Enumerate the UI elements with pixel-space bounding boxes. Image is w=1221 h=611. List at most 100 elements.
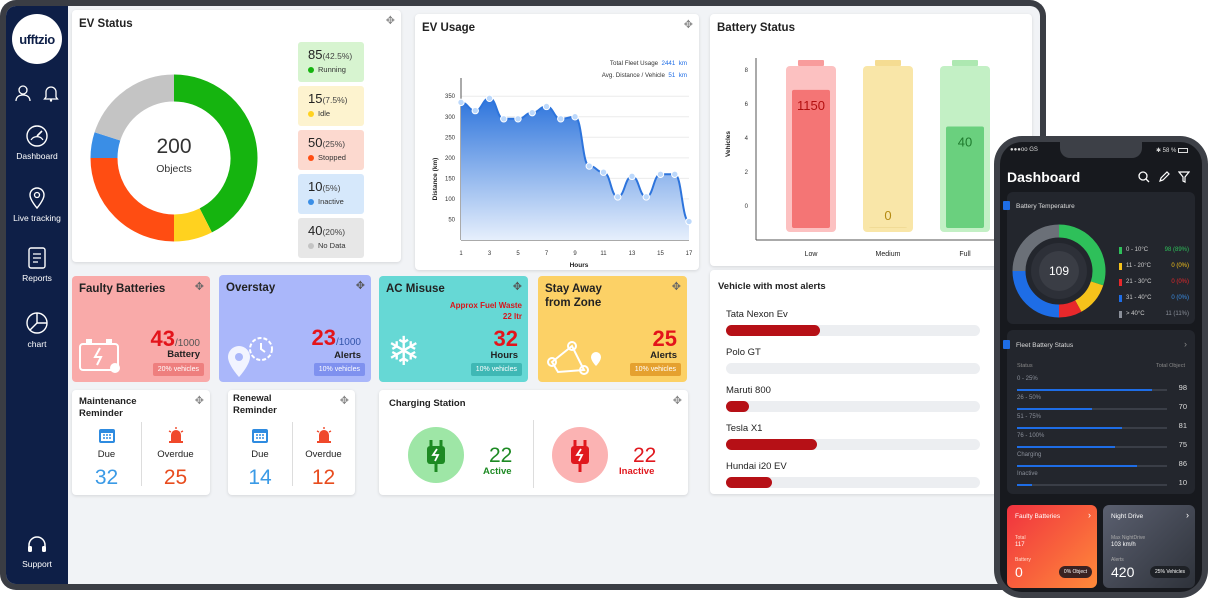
alert-row[interactable]: Polo GT (726, 347, 980, 374)
edit-icon[interactable] (1158, 171, 1170, 183)
avg-distance-label: Avg. Distance / Vehicle (601, 72, 665, 79)
maintenance-card[interactable]: Maintenance Reminder ✥ Due 32 Overdue 25 (72, 390, 210, 495)
fleet-row[interactable]: 0 - 25% 98 (1017, 376, 1187, 392)
alert-row[interactable]: Tesla X1 (726, 423, 980, 450)
filter-icon[interactable] (1178, 171, 1190, 183)
bluetooth-icon: ✱ (1155, 148, 1161, 154)
usage-point[interactable] (500, 115, 508, 123)
fleet-row[interactable]: 26 - 50% 70 (1017, 395, 1187, 411)
status-stat-idle[interactable]: 15(7.5%) Idle (298, 86, 364, 126)
brand-logo[interactable]: ufftzio (12, 14, 62, 64)
chevron-right-icon[interactable]: › (1184, 339, 1187, 349)
bell-icon[interactable] (42, 84, 60, 107)
stat-label: Running (318, 65, 346, 74)
usage-point[interactable] (585, 162, 593, 170)
stat-count: 85 (308, 47, 323, 62)
sidebar-item-chart[interactable]: chart (6, 310, 68, 349)
fleet-track (1017, 408, 1167, 410)
temp-slice[interactable] (1012, 270, 1060, 318)
sidebar-item-reports[interactable]: Reports (6, 246, 68, 283)
fleet-fill (1017, 427, 1122, 429)
alert-row[interactable]: Maruti 800 (726, 385, 980, 412)
stay-away-label: Alerts (650, 350, 677, 361)
usage-point[interactable] (571, 113, 579, 121)
temp-slice[interactable] (1012, 224, 1060, 272)
donut-slice-inactive[interactable] (90, 132, 121, 159)
usage-point[interactable] (485, 94, 494, 102)
usage-point[interactable] (528, 108, 536, 117)
charging-station-card[interactable]: Charging Station ✥ 22 Active 22 Inactive (379, 390, 688, 495)
fleet-row[interactable]: 76 - 100% 75 (1017, 433, 1187, 449)
search-icon[interactable] (1138, 171, 1150, 183)
battery-bar-low[interactable] (792, 89, 830, 228)
drag-handle-icon[interactable]: ✥ (194, 395, 204, 407)
active-label: Active (483, 466, 512, 477)
status-stat-no-data[interactable]: 40(20%) No Data (298, 218, 364, 258)
fleet-row[interactable]: Inactive 10 (1017, 471, 1187, 487)
battery-value-label: 40 (958, 134, 972, 149)
phone-night-drive-card[interactable]: Night Drive › Max NightDrive 103 km/h Al… (1103, 505, 1195, 588)
drag-handle-icon[interactable]: ✥ (672, 395, 682, 407)
usage-point[interactable] (614, 193, 622, 201)
usage-summary: Total Fleet Usage 2441 km Avg. Distance … (602, 58, 687, 82)
overdue-label: Overdue (305, 449, 342, 460)
overstay-value: 23 (311, 325, 336, 350)
donut-slice-idle[interactable] (173, 208, 212, 242)
drag-handle-icon[interactable]: ✥ (683, 19, 693, 31)
renewal-card[interactable]: Renewal Reminder ✥ Due 14 Overdue 12 (228, 390, 355, 495)
faulty-batteries-card[interactable]: Faulty Batteries ✥ 43/1000 Battery 20% v… (72, 276, 210, 382)
due-value: 14 (248, 466, 272, 489)
usage-point[interactable] (514, 115, 522, 123)
overstay-card[interactable]: Overstay ✥ 23/1000 Alerts 10% vehicles (219, 275, 371, 382)
usage-point[interactable] (685, 217, 693, 226)
user-icon[interactable] (14, 84, 32, 107)
usage-point[interactable] (628, 172, 636, 181)
alert-row[interactable]: Tata Nexon Ev (726, 309, 980, 336)
temp-slice[interactable] (1058, 300, 1082, 318)
phone-faulty-battery-label: Battery (1015, 557, 1031, 563)
usage-point[interactable] (557, 115, 565, 123)
stay-away-card[interactable]: Stay Away from Zone ✥ 25 Alerts 10% vehic… (538, 276, 687, 382)
drag-handle-icon[interactable]: ✥ (385, 15, 395, 27)
alert-row[interactable]: Hundai i20 EV (726, 461, 980, 488)
usage-point[interactable] (471, 106, 479, 115)
sidebar-item-live-tracking[interactable]: Live tracking (6, 184, 68, 223)
usage-point[interactable] (599, 168, 608, 176)
fleet-row[interactable]: 51 - 75% 81 (1017, 414, 1187, 430)
fleet-fill (1017, 408, 1092, 410)
usage-point[interactable] (542, 102, 551, 111)
temp-slice[interactable] (1074, 280, 1104, 312)
fleet-row[interactable]: Charging 86 (1017, 452, 1187, 468)
legend-swatch (1119, 279, 1122, 286)
usage-point[interactable] (457, 98, 465, 107)
drag-handle-icon[interactable]: ✥ (194, 281, 204, 293)
donut-slice-no-data[interactable] (94, 74, 175, 142)
fleet-battery-card[interactable]: Fleet Battery Status › Status Total Obje… (1003, 330, 1195, 494)
usage-point[interactable] (642, 193, 650, 201)
temp-count: 98 (89%) (1164, 247, 1189, 253)
battery-bar-full[interactable] (946, 126, 984, 228)
donut-slice-stopped[interactable] (90, 157, 175, 242)
status-stat-stopped[interactable]: 50(25%) Stopped (298, 130, 364, 170)
phone-frame: ●●●oo GS ✱ 58 % Dashboard Battery Temper… (994, 136, 1208, 598)
temp-count: 0 (0%) (1171, 279, 1189, 285)
usage-point[interactable] (671, 170, 679, 178)
temp-slice[interactable] (1058, 224, 1106, 286)
status-stat-inactive[interactable]: 10(5%) Inactive (298, 174, 364, 214)
phone-faulty-card[interactable]: Faulty Batteries › Total 117 Battery 0 0… (1007, 505, 1097, 588)
battery-temperature-card[interactable]: Battery Temperature 109 0 - 10°C 98 (89%)… (1003, 192, 1195, 324)
due-label: Due (97, 449, 116, 460)
battery-cap (798, 60, 824, 66)
usage-point[interactable] (656, 170, 665, 178)
status-stat-running[interactable]: 85(42.5%) Running (298, 42, 364, 82)
drag-handle-icon[interactable]: ✥ (671, 281, 681, 293)
sidebar-item-support[interactable]: Support (6, 534, 68, 569)
sidebar-item-dashboard[interactable]: Dashboard (6, 124, 68, 161)
drag-handle-icon[interactable]: ✥ (512, 281, 522, 293)
drag-handle-icon[interactable]: ✥ (355, 280, 365, 292)
drag-handle-icon[interactable]: ✥ (339, 395, 349, 407)
ac-misuse-card[interactable]: AC Misuse ✥ Approx Fuel Waste 22 ltr ❄ 3… (379, 276, 528, 382)
vehicle-name: Maruti 800 (726, 385, 771, 396)
donut-slice-running[interactable] (173, 74, 258, 233)
sidebar-item-label: Dashboard (16, 151, 58, 161)
